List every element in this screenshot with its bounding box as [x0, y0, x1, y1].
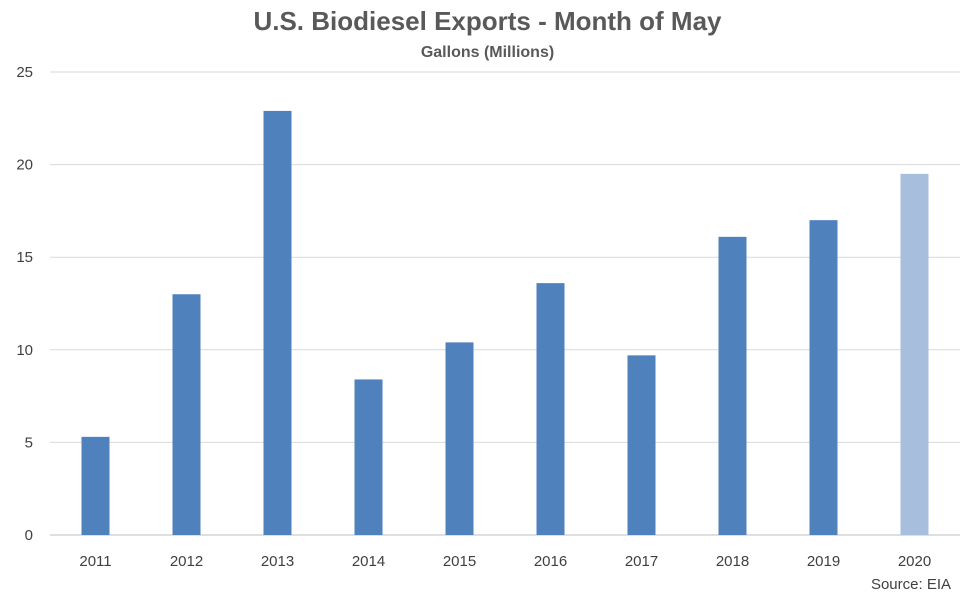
x-tick-label: 2011 — [79, 553, 111, 570]
y-tick-label: 5 — [25, 434, 33, 451]
x-tick-label: 2014 — [352, 553, 385, 570]
chart-subtitle: Gallons (Millions) — [420, 44, 555, 61]
y-tick-label: 25 — [16, 64, 33, 81]
bar-2014 — [354, 379, 383, 535]
bar-2011 — [81, 436, 110, 535]
bar-2016 — [536, 283, 565, 535]
y-tick-label: 0 — [25, 527, 33, 544]
source-note: Source: EIA — [870, 576, 951, 593]
bar-2012 — [172, 294, 201, 535]
x-tick-label: 2020 — [898, 553, 931, 570]
x-tick-label: 2012 — [170, 553, 203, 570]
y-tick-label: 10 — [16, 342, 33, 359]
y-tick-label: 20 — [16, 157, 33, 174]
bar-2013 — [263, 110, 292, 535]
x-tick-label: 2016 — [534, 553, 567, 570]
x-tick-label: 2019 — [807, 553, 840, 570]
x-tick-label: 2017 — [625, 553, 658, 570]
bar-2018 — [718, 236, 747, 535]
bar-2017 — [627, 355, 656, 535]
bar-2015 — [445, 342, 474, 535]
x-axis-ticks: 2011 2012 2013 2014 2015 2016 2017 2018 2019 2020 — [79, 553, 931, 570]
y-tick-label: 15 — [16, 249, 33, 266]
x-tick-label: 2018 — [716, 553, 749, 570]
x-tick-label: 2015 — [443, 553, 476, 570]
bar-2019 — [809, 220, 838, 535]
gridlines — [50, 71, 960, 536]
y-axis-ticks: 0 5 10 15 20 25 — [16, 64, 33, 544]
chart-title: U.S. Biodiesel Exports - Month of May — [253, 6, 722, 36]
bar-2020 — [900, 173, 929, 536]
x-tick-label: 2013 — [261, 553, 294, 570]
bars — [81, 110, 929, 536]
